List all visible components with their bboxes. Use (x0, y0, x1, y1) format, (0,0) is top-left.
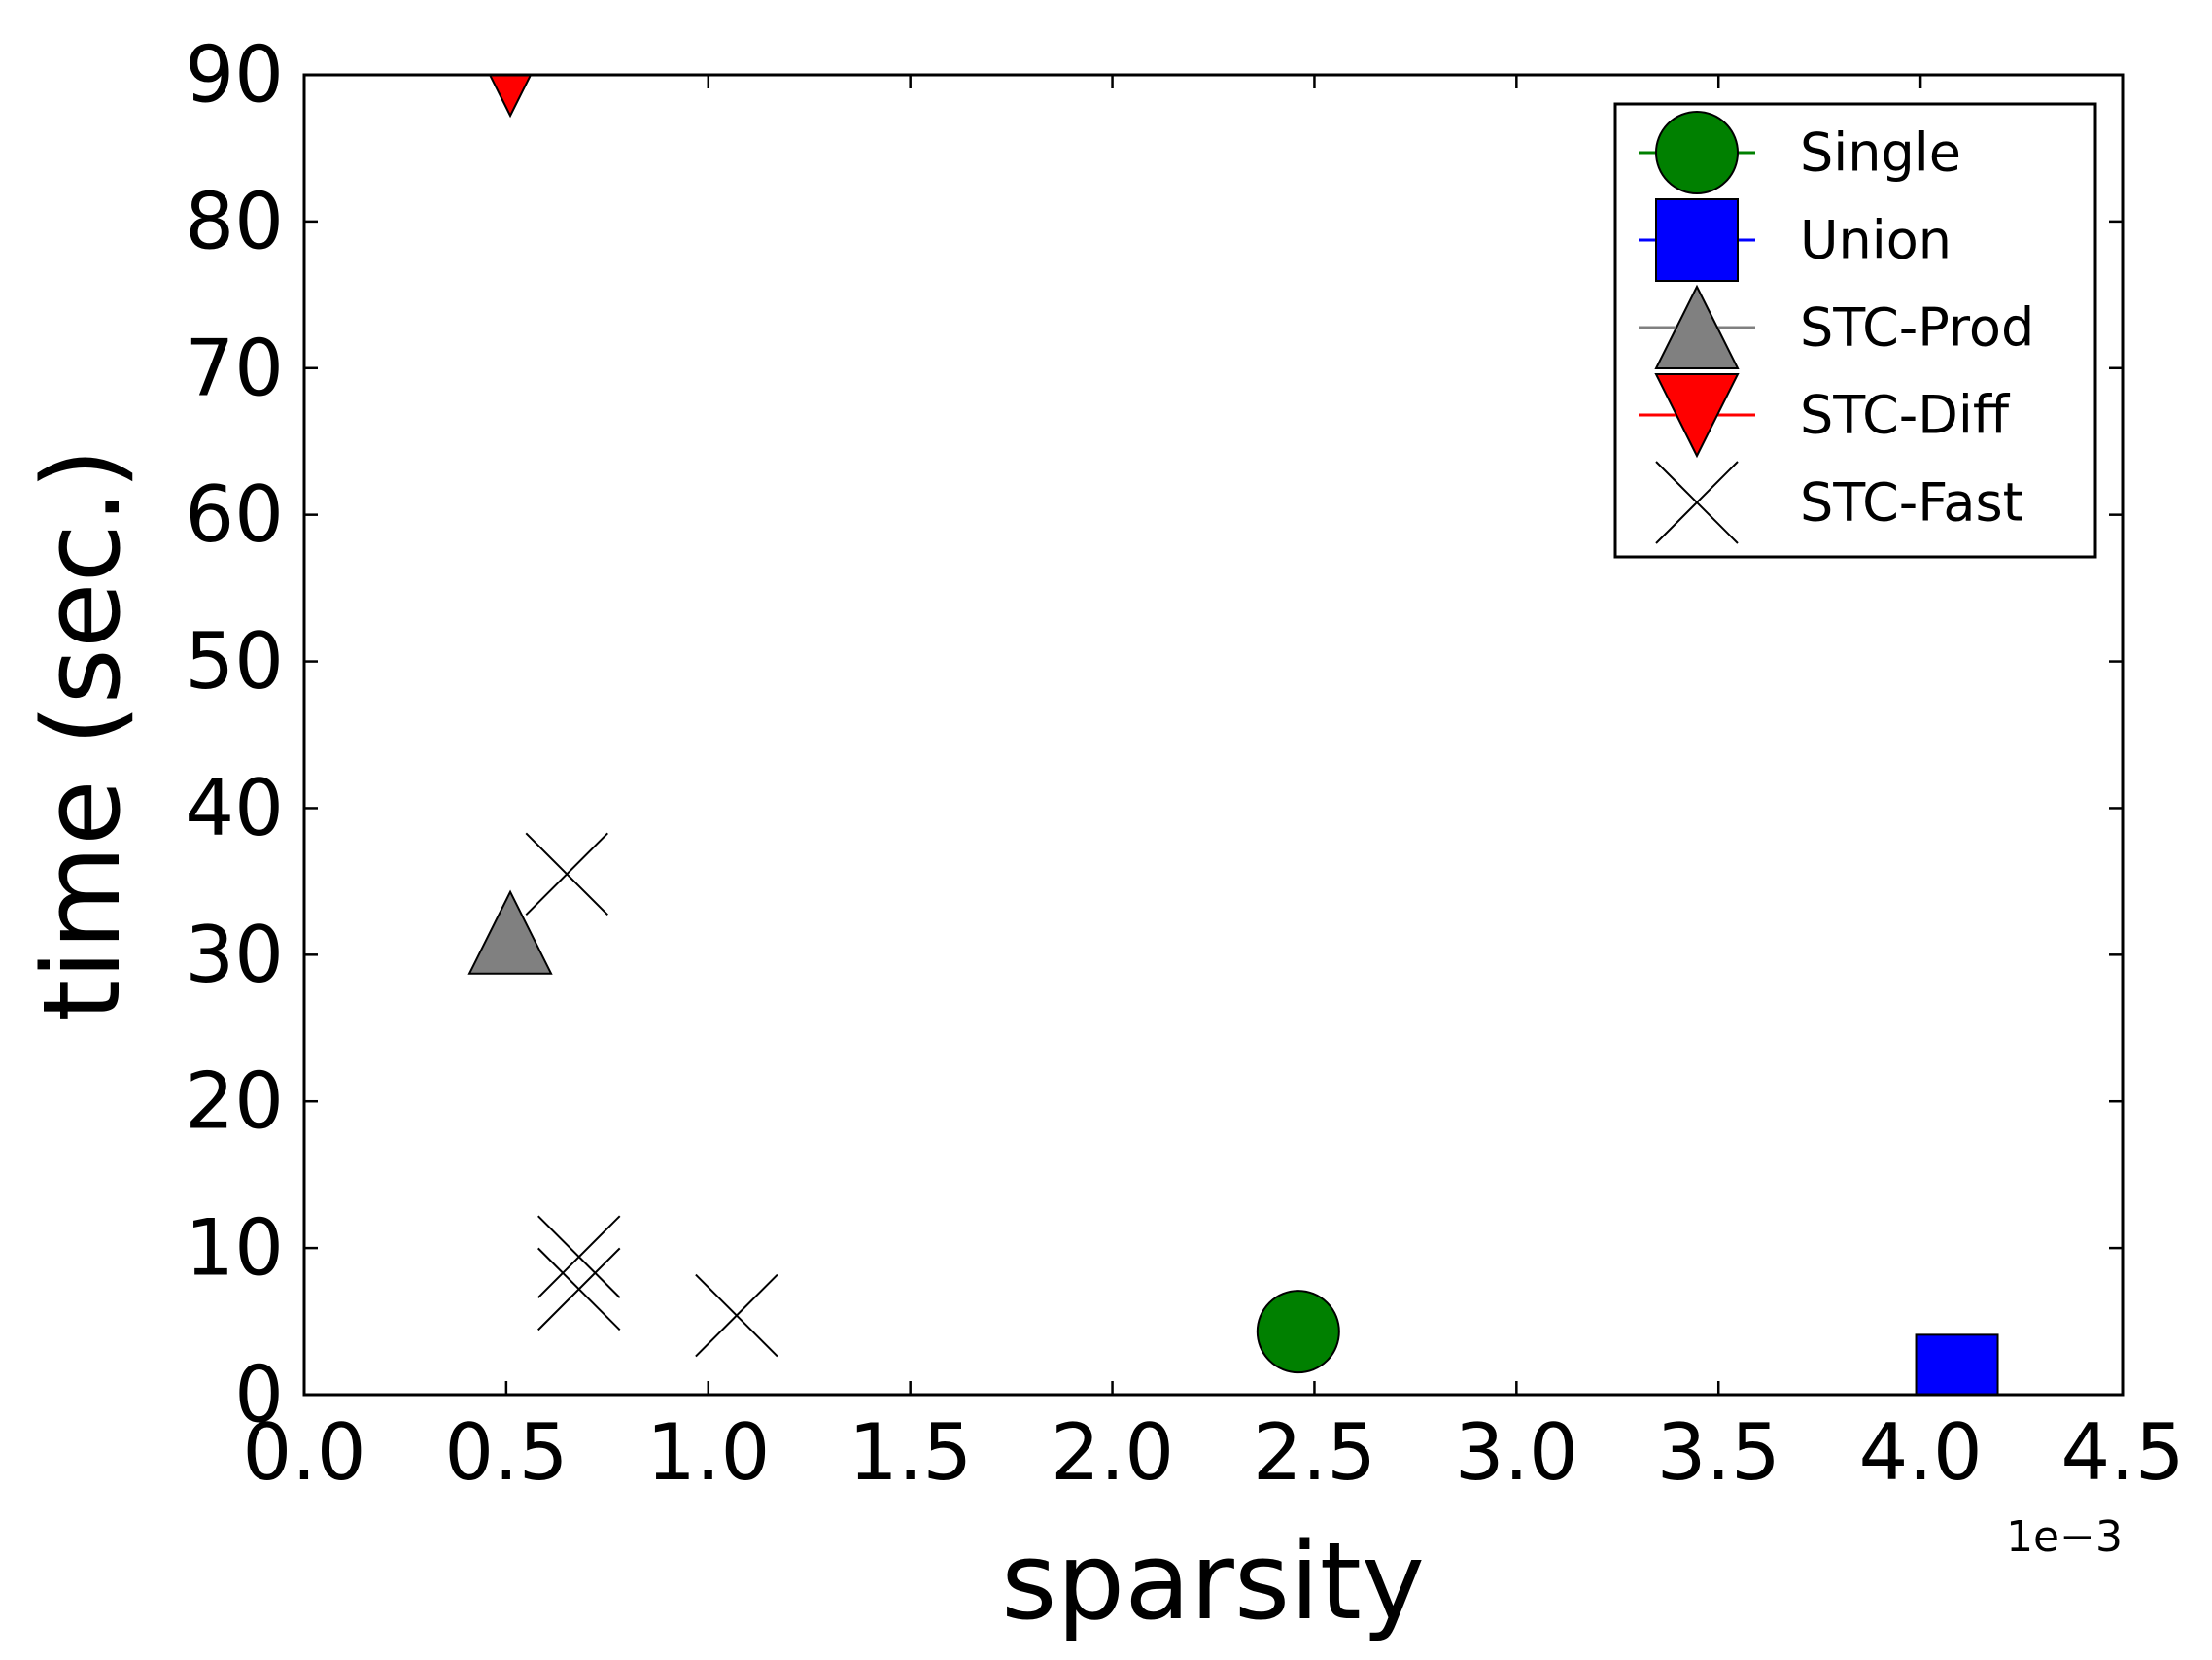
data-marks (467, 75, 1999, 1395)
data-point-stc-fast (537, 1247, 621, 1331)
legend-label: Single (1800, 122, 1961, 184)
x-tick-label: 4.0 (1858, 1407, 1982, 1498)
data-point-stc-fast (537, 1215, 621, 1298)
legend-marker (1655, 461, 1739, 544)
y-tick-label: 40 (185, 763, 284, 853)
legend-marker (1655, 198, 1739, 282)
legend-marker (1655, 111, 1739, 194)
x-marker-stroke (537, 1247, 621, 1331)
data-point-stc-diff (488, 75, 533, 119)
y-tick-label: 80 (185, 176, 284, 266)
legend-label: STC-Diff (1800, 385, 2011, 446)
y-tick-label: 20 (185, 1056, 284, 1147)
data-point-union (1915, 1333, 1999, 1395)
legend-item: STC-Diff (1639, 373, 2011, 459)
legend-label: Union (1800, 210, 1952, 271)
legend-marker (1654, 284, 1740, 369)
x-tick-label: 1.5 (848, 1407, 972, 1498)
legend-item: STC-Prod (1639, 284, 2034, 369)
data-point-stc-prod (467, 889, 553, 975)
x-offset-label: 1e−3 (2006, 1512, 2123, 1562)
y-tick-label: 90 (185, 30, 284, 121)
data-point-stc-fast (525, 832, 608, 916)
y-tick-label: 10 (185, 1203, 284, 1294)
legend-label: STC-Fast (1800, 472, 2023, 534)
data-point-stc-fast (695, 1273, 778, 1358)
legend-marker (1654, 373, 1740, 459)
y-tick-label: 70 (185, 323, 284, 413)
x-tick-label: 2.5 (1253, 1407, 1376, 1498)
legend-item: STC-Fast (1655, 461, 2023, 544)
legend-item: Single (1639, 111, 1961, 194)
legend-item: Union (1639, 198, 1952, 282)
legend-label: STC-Prod (1800, 297, 2034, 359)
y-tick-label: 50 (185, 616, 284, 707)
x-tick-label: 0.0 (242, 1407, 365, 1498)
x-marker-stroke (525, 832, 608, 916)
x-tick-label: 2.0 (1051, 1407, 1174, 1498)
data-point-single (1256, 1290, 1340, 1374)
tick-labels-group: 0.0 0.5 1.0 1.5 2.0 2.5 3.0 3.5 4.0 4.5 0 10 20 30 40 5… (185, 30, 2184, 1499)
x-tick-label: 4.5 (2060, 1407, 2184, 1498)
y-axis-title: time (sec.) (19, 448, 144, 1021)
x-tick-label: 3.0 (1455, 1407, 1578, 1498)
x-marker-stroke (695, 1273, 778, 1358)
y-tick-label: 30 (185, 910, 284, 1000)
legend: Single Union STC-Prod STC-Diff STC-Fast (1613, 102, 2097, 559)
plot-frame (302, 73, 2125, 1397)
y-tick-label: 60 (185, 469, 284, 560)
x-tick-label: 1.0 (646, 1407, 770, 1498)
x-tick-label: 0.5 (444, 1407, 568, 1498)
x-tick-label: 3.5 (1657, 1407, 1780, 1498)
x-axis-title: sparsity (1001, 1519, 1425, 1643)
y-tick-label: 0 (234, 1350, 284, 1440)
x-marker-stroke (537, 1215, 621, 1298)
x-marker-stroke (1655, 461, 1739, 544)
